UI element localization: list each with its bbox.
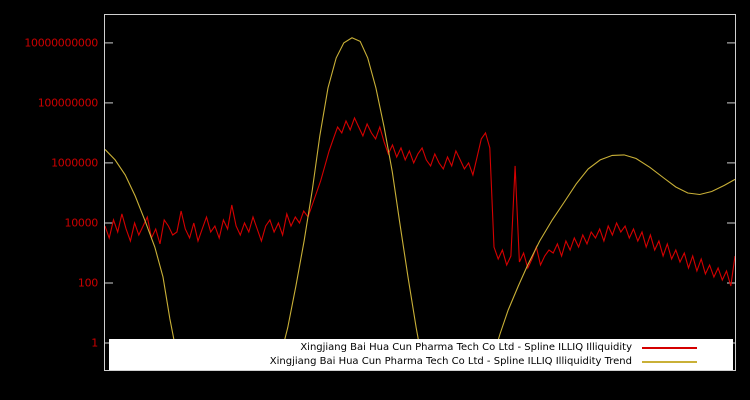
legend-label-illiquidity: Xingjiang Bai Hua Cun Pharma Tech Co Ltd… bbox=[300, 341, 632, 353]
y-axis-tick-label: 10000000000 bbox=[24, 36, 98, 50]
legend-line-sample-trend bbox=[642, 360, 697, 363]
legend: Xingjiang Bai Hua Cun Pharma Tech Co Ltd… bbox=[109, 339, 733, 370]
plot-area: Xingjiang Bai Hua Cun Pharma Tech Co Ltd… bbox=[104, 14, 736, 371]
y-axis-tick-label: 1000000 bbox=[51, 156, 98, 170]
series-line-trend bbox=[105, 37, 735, 370]
y-axis-tick-label: 10000 bbox=[64, 216, 99, 230]
legend-line-sample-illiquidity bbox=[642, 346, 697, 349]
legend-item-illiquidity: Xingjiang Bai Hua Cun Pharma Tech Co Ltd… bbox=[109, 341, 733, 355]
chart-plot-svg bbox=[105, 37, 735, 370]
y-axis-tick-label: 100 bbox=[77, 276, 98, 290]
legend-item-trend: Xingjiang Bai Hua Cun Pharma Tech Co Ltd… bbox=[109, 355, 733, 369]
series-line-illiquidity bbox=[105, 116, 735, 287]
y-axis-tick-label: 1 bbox=[91, 336, 98, 350]
legend-label-trend: Xingjiang Bai Hua Cun Pharma Tech Co Ltd… bbox=[269, 355, 632, 367]
y-axis-tick-label: 100000000 bbox=[37, 96, 99, 110]
axis-tick-marks bbox=[105, 42, 735, 344]
y-axis: 1 100 10000 1000000 100000000 10000000000 bbox=[0, 15, 98, 370]
